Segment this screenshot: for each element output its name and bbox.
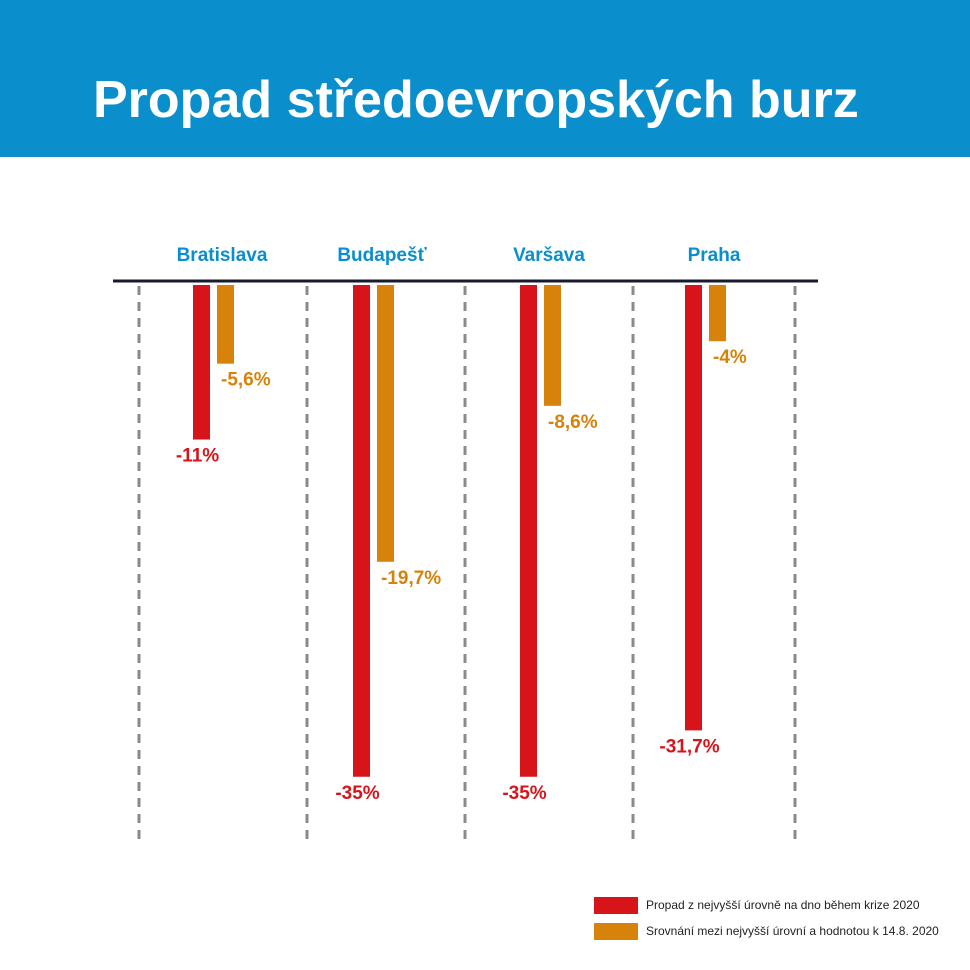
category-label-0: Bratislava	[177, 245, 268, 266]
bar-red-0	[193, 285, 210, 440]
legend-swatch-red	[594, 896, 638, 914]
category-label-3: Praha	[688, 245, 741, 266]
legend-label-orange: Srovnání mezi nejvyšší úrovní a hodnotou…	[646, 924, 939, 938]
header-banner: Propad středoevropských burz	[0, 0, 970, 157]
data-label-orange-3: -4%	[713, 347, 747, 368]
legend-swatch-orange	[594, 922, 638, 940]
legend: Propad z nejvyšší úrovně na dno během kr…	[594, 896, 939, 948]
category-label-2: Varšava	[513, 245, 585, 266]
bar-red-2	[520, 285, 537, 777]
category-label-1: Budapešť	[337, 245, 427, 266]
bar-orange-0	[217, 285, 234, 364]
legend-label-red: Propad z nejvyšší úrovně na dno během kr…	[646, 898, 920, 912]
data-label-red-2: -35%	[502, 783, 546, 804]
page-title: Propad středoevropských burz	[93, 71, 859, 129]
data-label-orange-0: -5,6%	[221, 370, 271, 391]
bar-orange-1	[377, 285, 394, 562]
legend-item-red: Propad z nejvyšší úrovně na dno během kr…	[594, 896, 939, 914]
bar-orange-3	[709, 285, 726, 342]
legend-item-orange: Srovnání mezi nejvyšší úrovní a hodnotou…	[594, 922, 939, 940]
data-label-orange-1: -19,7%	[381, 568, 441, 589]
data-label-red-0: -11%	[176, 446, 219, 467]
bar-red-3	[685, 285, 702, 731]
data-label-red-3: -31,7%	[659, 736, 719, 757]
bar-chart: Bratislava Budapešť Varšava Praha -11% -35% -3…	[113, 245, 818, 842]
data-label-orange-2: -8,6%	[548, 412, 598, 433]
bar-red-1	[353, 285, 370, 777]
bar-orange-2	[544, 285, 561, 406]
data-label-red-1: -35%	[335, 783, 379, 804]
